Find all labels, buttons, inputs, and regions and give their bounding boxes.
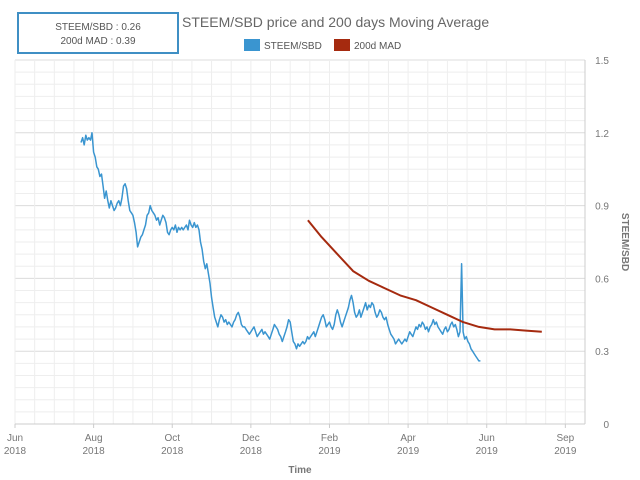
x-tick-month: Feb	[321, 433, 339, 444]
y-tick-label: 0	[603, 420, 609, 431]
x-tick-year: 2019	[397, 446, 420, 457]
legend-label-steem-sbd[interactable]: STEEM/SBD	[264, 41, 322, 52]
plot-frame	[15, 60, 586, 425]
x-tick-month: Apr	[400, 433, 416, 444]
y-axis-ticks: 0 0.3 0.6 0.9 1.2 1.5	[595, 56, 609, 431]
x-tick-month: Aug	[85, 433, 103, 444]
y-axis-label: STEEM/SBD	[619, 213, 630, 271]
series-line-steem-sbd[interactable]	[80, 132, 481, 362]
grid	[14, 59, 586, 425]
series-line-200d-mad[interactable]	[307, 219, 542, 333]
legend-swatch-steem-sbd[interactable]	[244, 39, 260, 51]
y-tick-label: 0.6	[595, 274, 609, 285]
y-tick-label: 1.2	[595, 129, 609, 140]
x-tick-month: Dec	[242, 433, 260, 444]
info-current-mad: 200d MAD : 0.39	[60, 36, 135, 47]
x-tick-year: 2018	[161, 446, 184, 457]
y-tick-label: 0.3	[595, 347, 609, 358]
x-tick-year: 2019	[476, 446, 499, 457]
x-tick-year: 2019	[318, 446, 341, 457]
legend: STEEM/SBD 200d MAD	[244, 39, 401, 52]
x-tick-month: Oct	[164, 433, 180, 444]
x-tick-month: Jun	[7, 433, 23, 444]
x-axis-ticks: Jun 2018 Aug 2018 Oct 2018 Dec 2018 Feb 2019 Apr 20…	[4, 424, 577, 457]
x-axis-label: Time	[288, 465, 312, 476]
info-box: STEEM/SBD : 0.26 200d MAD : 0.39	[17, 12, 179, 54]
x-tick-year: 2018	[4, 446, 27, 457]
x-tick-month: Jun	[479, 433, 495, 444]
legend-label-200d-mad[interactable]: 200d MAD	[354, 41, 401, 52]
legend-swatch-200d-mad[interactable]	[334, 39, 350, 51]
x-tick-month: Sep	[556, 433, 574, 444]
info-current-price: STEEM/SBD : 0.26	[55, 22, 141, 33]
y-tick-label: 0.9	[595, 202, 609, 213]
y-tick-label: 1.5	[595, 56, 609, 67]
series-layer	[80, 132, 542, 362]
x-tick-year: 2019	[554, 446, 577, 457]
x-tick-year: 2018	[240, 446, 263, 457]
x-tick-year: 2018	[82, 446, 105, 457]
chart-title: STEEM/SBD price and 200 days Moving Aver…	[182, 14, 489, 30]
